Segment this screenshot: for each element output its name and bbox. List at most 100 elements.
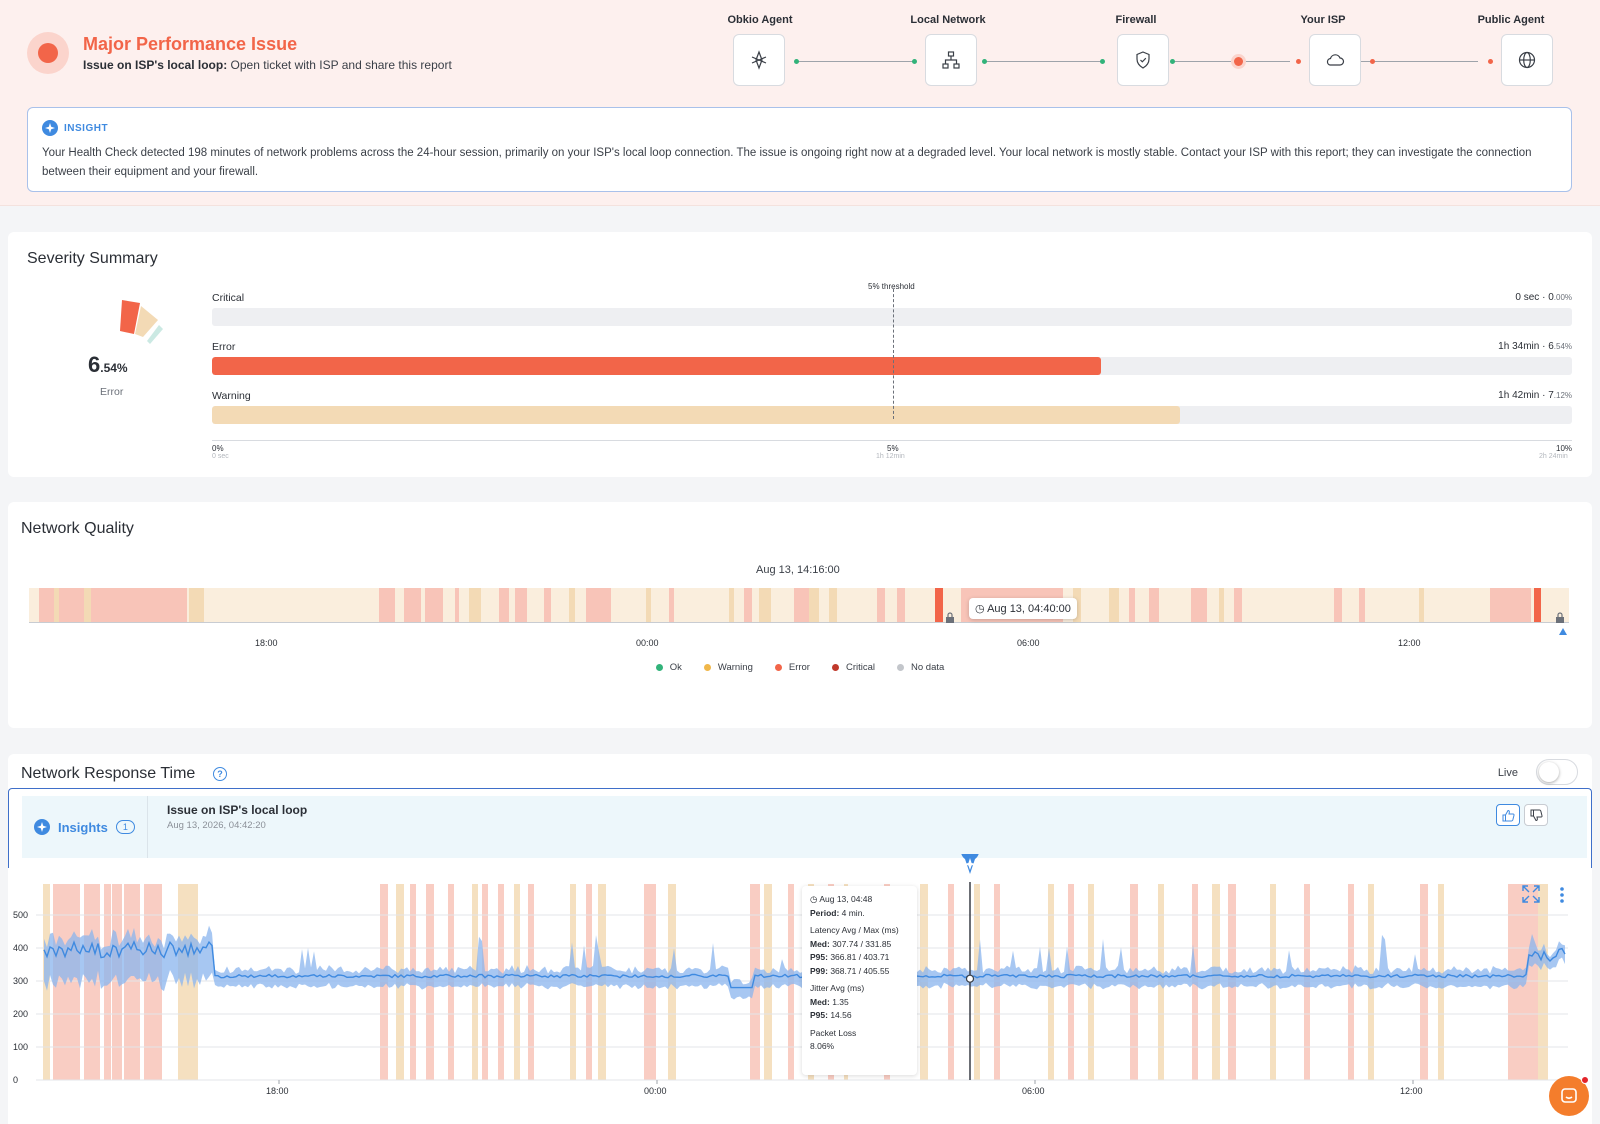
threshold-label: 5% threshold — [868, 282, 915, 291]
expand-icon[interactable] — [1521, 884, 1541, 904]
quality-segment — [114, 588, 187, 622]
thumbs-up-icon — [1502, 809, 1515, 821]
issue-subtitle: Issue on ISP's local loop: Open ticket w… — [83, 58, 452, 72]
range-lock-icon-end[interactable] — [1555, 612, 1565, 624]
path-node-public-agent[interactable] — [1501, 34, 1553, 86]
path-label-firewall: Firewall — [1115, 14, 1157, 26]
path-node-firewall[interactable] — [1117, 34, 1169, 86]
quality-segment — [1073, 588, 1081, 622]
quality-segment — [1191, 588, 1207, 622]
nq-marker-tooltip: ◷ Aug 13, 04:40:00 — [969, 598, 1077, 619]
shield-icon — [1136, 51, 1150, 69]
response-time-chart[interactable]: 500 400 300 200 100 0 18:00 00:00 06:00 12:00 — [8, 854, 1592, 1124]
thumbs-up-button[interactable] — [1496, 804, 1520, 826]
quality-segment — [189, 588, 204, 622]
insight-issue-title[interactable]: Issue on ISP's local loop — [167, 803, 308, 817]
quality-segment — [515, 588, 527, 622]
quality-segment — [586, 588, 611, 622]
more-options-icon[interactable] — [1559, 886, 1565, 904]
bar-label-warning: Warning — [212, 390, 251, 402]
legend-warning[interactable]: Warning — [703, 662, 753, 673]
bar-label-critical: Critical — [212, 292, 245, 304]
nq-tick-0600: 06:00 — [1017, 638, 1040, 648]
legend-ok[interactable]: Ok — [655, 662, 682, 673]
gauge-label: Error — [100, 386, 124, 398]
quality-segment — [404, 588, 421, 622]
thumbs-down-button[interactable] — [1524, 804, 1548, 826]
path-label-your-isp: Your ISP — [1300, 14, 1346, 26]
help-icon[interactable]: ? — [213, 767, 227, 781]
quality-segment — [877, 588, 885, 622]
x-tick-label: 12:00 — [1400, 1086, 1423, 1096]
quality-segment — [935, 588, 943, 622]
path-node-obkio-agent[interactable] — [733, 34, 785, 86]
path-label-local-network: Local Network — [910, 14, 986, 26]
bar-track-critical — [212, 308, 1572, 326]
now-marker-icon — [1559, 628, 1567, 635]
quality-segment — [1419, 588, 1424, 622]
bar-label-error: Error — [212, 341, 236, 353]
response-time-tooltip: ◷ Aug 13, 04:48 Period: 4 min. Latency A… — [802, 886, 917, 1075]
bar-value-warning: 1h 42min · 7.12% — [1498, 390, 1572, 401]
agent-icon — [751, 50, 767, 70]
quality-segment — [54, 588, 59, 622]
response-time-title: Network Response Time — [21, 765, 196, 782]
network-quality-title: Network Quality — [21, 520, 134, 537]
x-tick-label: 18:00 — [266, 1086, 289, 1096]
status-band — [1538, 884, 1548, 1080]
nq-axis — [29, 622, 1569, 623]
quality-segment — [84, 588, 91, 622]
cloud-icon — [1326, 54, 1345, 66]
path-node-your-isp[interactable] — [1309, 34, 1361, 86]
bar-value-critical: 0 sec · 0.00% — [1515, 292, 1572, 303]
sparkle-icon — [42, 120, 58, 136]
threshold-line — [893, 289, 894, 419]
scale-sub-5: 1h 12min — [876, 453, 905, 460]
severity-summary-card: Severity Summary 6.54% Error Critical 0 … — [8, 232, 1592, 477]
y-tick-label: 300 — [13, 976, 28, 986]
quality-segment — [544, 588, 551, 622]
severity-gauge — [120, 300, 163, 344]
quality-segment — [379, 588, 395, 622]
x-tick-label: 00:00 — [644, 1086, 667, 1096]
scale-label-0: 0% — [212, 444, 224, 453]
latency-range-area — [44, 925, 1565, 1000]
bar-track-error — [212, 357, 1572, 375]
cursor-point — [965, 974, 975, 983]
y-tick-label: 0 — [13, 1075, 18, 1085]
sparkle-icon — [34, 819, 50, 835]
path-node-local-network[interactable] — [925, 34, 977, 86]
y-tick-label: 200 — [13, 1009, 28, 1019]
quality-segment — [1534, 588, 1541, 622]
quality-segment — [91, 588, 104, 622]
quality-segment — [744, 588, 752, 622]
quality-segment — [469, 588, 481, 622]
quality-segment — [569, 588, 575, 622]
live-label: Live — [1497, 767, 1518, 779]
quality-segment — [646, 588, 651, 622]
chat-icon — [1561, 1088, 1577, 1103]
quality-segment — [729, 588, 734, 622]
quality-segment — [1490, 588, 1531, 622]
legend-no-data[interactable]: No data — [897, 662, 944, 673]
issue-banner: Major Performance Issue Issue on ISP's l… — [0, 0, 1600, 206]
insights-tab[interactable]: Insights 1 — [22, 796, 148, 858]
quality-segment — [1234, 588, 1242, 622]
legend-error[interactable]: Error — [774, 662, 810, 673]
range-lock-icon-start[interactable] — [945, 612, 955, 624]
severity-summary-title: Severity Summary — [27, 250, 158, 267]
y-tick-label: 400 — [13, 943, 28, 953]
insight-pin-sparkle — [964, 858, 976, 870]
live-toggle[interactable] — [1536, 759, 1578, 785]
insight-panel: INSIGHT Your Health Check detected 198 m… — [27, 107, 1572, 192]
bar-fill-error — [212, 357, 1102, 375]
path-label-public-agent: Public Agent — [1477, 14, 1545, 26]
chat-launcher-button[interactable] — [1549, 1076, 1589, 1116]
thumbs-down-icon — [1530, 809, 1543, 821]
insight-tag: INSIGHT — [42, 120, 108, 136]
quality-segment — [425, 588, 443, 622]
quality-segment — [1129, 588, 1135, 622]
quality-timeline-strip[interactable] — [29, 588, 1569, 622]
quality-segment — [1359, 588, 1365, 622]
legend-critical[interactable]: Critical — [831, 662, 875, 673]
